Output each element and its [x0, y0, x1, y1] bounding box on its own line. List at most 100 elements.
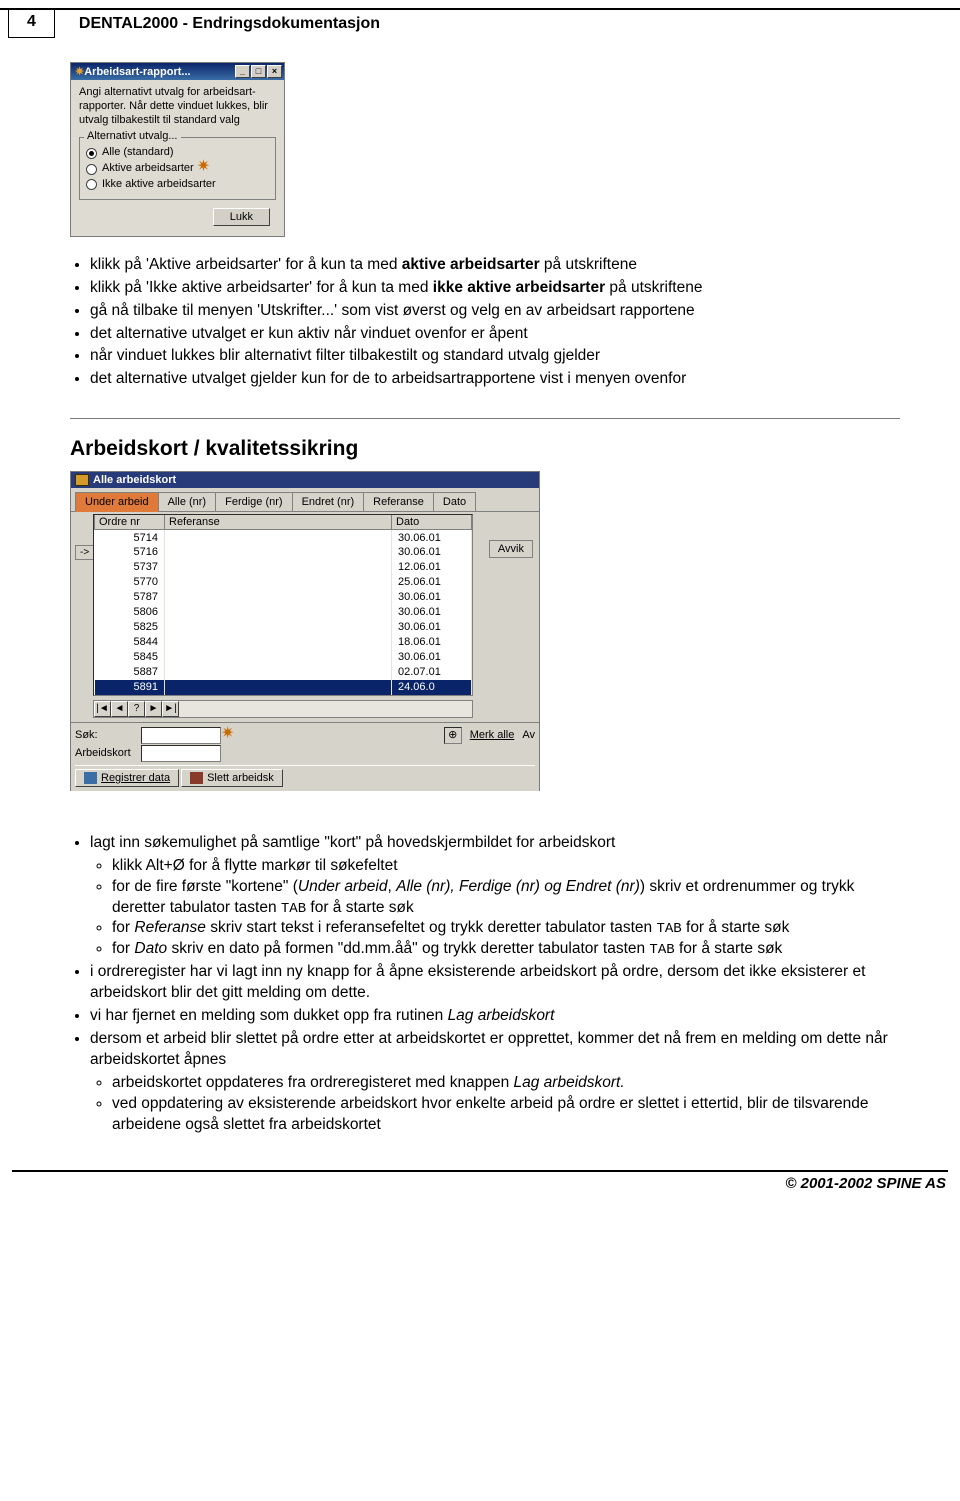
list-item: klikk på 'Aktive arbeidsarter' for å kun… — [90, 255, 900, 276]
dialog-body: Angi alternativt utvalg for arbeidsart-r… — [71, 80, 284, 236]
col-dato[interactable]: Dato — [392, 515, 472, 530]
ak-grid[interactable]: Ordre nr Referanse Dato 571430.06.015716… — [93, 514, 473, 696]
scroll-help-icon[interactable]: ? — [128, 701, 145, 717]
scroll-last-icon[interactable]: ►| — [162, 701, 179, 717]
radio-aktive[interactable]: Aktive arbeidsarter — [86, 161, 269, 177]
arbeidskort-input[interactable] — [141, 745, 221, 762]
avvik-button[interactable]: Avvik — [489, 540, 533, 558]
scroll-track[interactable] — [179, 701, 472, 717]
radio-group: Alternativt utvalg... Alle (standard) Ak… — [79, 137, 276, 200]
list-item: ved oppdatering av eksisterende arbeidsk… — [112, 1094, 900, 1136]
col-referanse[interactable]: Referanse — [165, 515, 392, 530]
dialog-buttons: Lukk — [79, 200, 276, 232]
list-item: for Dato skriv en dato på formen "dd.mm.… — [112, 939, 900, 960]
table-row[interactable]: 578730.06.01 — [95, 590, 472, 605]
page-header: 4 DENTAL2000 - Endringsdokumentasjon — [0, 9, 960, 38]
sok-label: Søk: — [75, 729, 139, 741]
table-row[interactable]: 584418.06.01 — [95, 635, 472, 650]
save-icon — [84, 772, 97, 784]
cursor-icon — [199, 162, 213, 176]
tab-endret[interactable]: Endret (nr) — [292, 492, 365, 511]
section-divider — [70, 418, 900, 419]
list-item: lagt inn søkemulighet på samtlige "kort"… — [90, 833, 900, 961]
dialog-titlebar[interactable]: ✷ Arbeidsart-rapport... _ □ × — [71, 63, 284, 80]
ak-title: Alle arbeidskort — [93, 474, 176, 486]
close-icon[interactable]: × — [267, 65, 282, 78]
table-row[interactable]: 582530.06.01 — [95, 620, 472, 635]
min-icon[interactable]: _ — [235, 65, 250, 78]
search-input[interactable] — [141, 727, 221, 744]
copyright: © 2001-2002 SPINE AS — [785, 1175, 946, 1192]
radio-label: Ikke aktive arbeidsarter — [102, 178, 216, 192]
window-icon — [75, 474, 89, 486]
scroll-prev-icon[interactable]: ◄ — [111, 701, 128, 717]
lukk-button[interactable]: Lukk — [213, 208, 270, 226]
table-row[interactable]: 584530.06.01 — [95, 650, 472, 665]
scroll-first-icon[interactable]: |◄ — [94, 701, 111, 717]
cursor-icon — [223, 728, 237, 742]
list-item: klikk på 'Ikke aktive arbeidsarter' for … — [90, 278, 900, 299]
dialog-title: Arbeidsart-rapport... — [84, 66, 190, 78]
scroll-next-icon[interactable]: ► — [145, 701, 162, 717]
arbeidskort-window: Alle arbeidskort Under arbeid Alle (nr) … — [70, 471, 540, 792]
table-row[interactable]: 588702.07.01 — [95, 665, 472, 680]
tab-dato[interactable]: Dato — [433, 492, 476, 511]
list-item: for de fire første "kortene" (Under arbe… — [112, 877, 900, 919]
list-item: det alternative utvalget gjelder kun for… — [90, 369, 900, 390]
list-item: gå nå tilbake til menyen 'Utskrifter...'… — [90, 301, 900, 322]
delete-icon — [190, 772, 203, 784]
table-row[interactable]: 580630.06.01 — [95, 605, 472, 620]
arbeidsart-dialog: ✷ Arbeidsart-rapport... _ □ × Angi alter… — [70, 62, 285, 237]
tab-alle[interactable]: Alle (nr) — [158, 492, 217, 511]
radio-label: Aktive arbeidsarter — [102, 162, 194, 176]
footer: © 2001-2002 SPINE AS — [0, 1172, 960, 1192]
ak-tabs: Under arbeid Alle (nr) Ferdige (nr) Endr… — [71, 488, 539, 512]
ak-scrollbar[interactable]: |◄ ◄ ? ► ►| — [93, 700, 473, 718]
ak-titlebar[interactable]: Alle arbeidskort — [71, 472, 539, 488]
radio-icon — [86, 148, 97, 159]
header-title: DENTAL2000 - Endringsdokumentasjon — [55, 9, 380, 33]
max-icon[interactable]: □ — [251, 65, 266, 78]
group-legend: Alternativt utvalg... — [84, 130, 181, 144]
radio-alle[interactable]: Alle (standard) — [86, 145, 269, 161]
radio-label: Alle (standard) — [102, 146, 174, 160]
table-row[interactable]: 571630.06.01 — [95, 545, 472, 560]
list-item: når vinduet lukkes blir alternativt filt… — [90, 346, 900, 367]
list-2: lagt inn søkemulighet på samtlige "kort"… — [70, 833, 900, 1136]
section-heading: Arbeidskort / kvalitetssikring — [70, 437, 900, 461]
table-row[interactable]: 577025.06.01 — [95, 575, 472, 590]
merk-alle-link[interactable]: Merk alle — [470, 729, 515, 741]
table-row[interactable]: 589124.06.0 — [95, 680, 472, 695]
ak-toolbar: Registrer data Slett arbeidsk — [75, 765, 535, 787]
list-item: vi har fjernet en melding som dukket opp… — [90, 1006, 900, 1027]
list-1: klikk på 'Aktive arbeidsarter' for å kun… — [70, 255, 900, 391]
table-row[interactable]: 573712.06.01 — [95, 560, 472, 575]
radio-icon — [86, 179, 97, 190]
list-item: klikk Alt+Ø for å flytte markør til søke… — [112, 856, 900, 877]
radio-icon — [86, 164, 97, 175]
list-item: arbeidskortet oppdateres fra ordreregist… — [112, 1073, 900, 1094]
field-label: Arbeidskort — [75, 747, 139, 759]
page-number: 4 — [8, 9, 55, 38]
ak-bottom: Søk: ⊕ Merk alle Av Arbeidskort Registre… — [71, 722, 539, 791]
col-ordre[interactable]: Ordre nr — [95, 515, 165, 530]
search-row: Søk: ⊕ Merk alle Av — [75, 727, 535, 744]
star-icon: ✷ — [75, 65, 84, 78]
slett-button[interactable]: Slett arbeidsk — [181, 769, 283, 787]
list-item: for Referanse skriv start tekst i refera… — [112, 918, 900, 939]
list-item: det alternative utvalget er kun aktiv nå… — [90, 324, 900, 345]
registrer-button[interactable]: Registrer data — [75, 769, 179, 787]
table-row[interactable]: 571430.06.01 — [95, 530, 472, 545]
radio-ikke-aktive[interactable]: Ikke aktive arbeidsarter — [86, 177, 269, 193]
arrow-indicator: -> — [75, 545, 94, 560]
dialog-desc: Angi alternativt utvalg for arbeidsart-r… — [79, 86, 276, 127]
page: 4 DENTAL2000 - Endringsdokumentasjon ✷ A… — [0, 8, 960, 1232]
tab-ferdige[interactable]: Ferdige (nr) — [215, 492, 292, 511]
tab-referanse[interactable]: Referanse — [363, 492, 434, 511]
content: ✷ Arbeidsart-rapport... _ □ × Angi alter… — [0, 38, 960, 1136]
torn-edge — [70, 791, 540, 815]
list-item: i ordreregister har vi lagt inn ny knapp… — [90, 962, 900, 1004]
dialog-figure: ✷ Arbeidsart-rapport... _ □ × Angi alter… — [70, 62, 900, 237]
tab-under-arbeid[interactable]: Under arbeid — [75, 492, 159, 512]
picker-icon[interactable]: ⊕ — [444, 727, 462, 744]
